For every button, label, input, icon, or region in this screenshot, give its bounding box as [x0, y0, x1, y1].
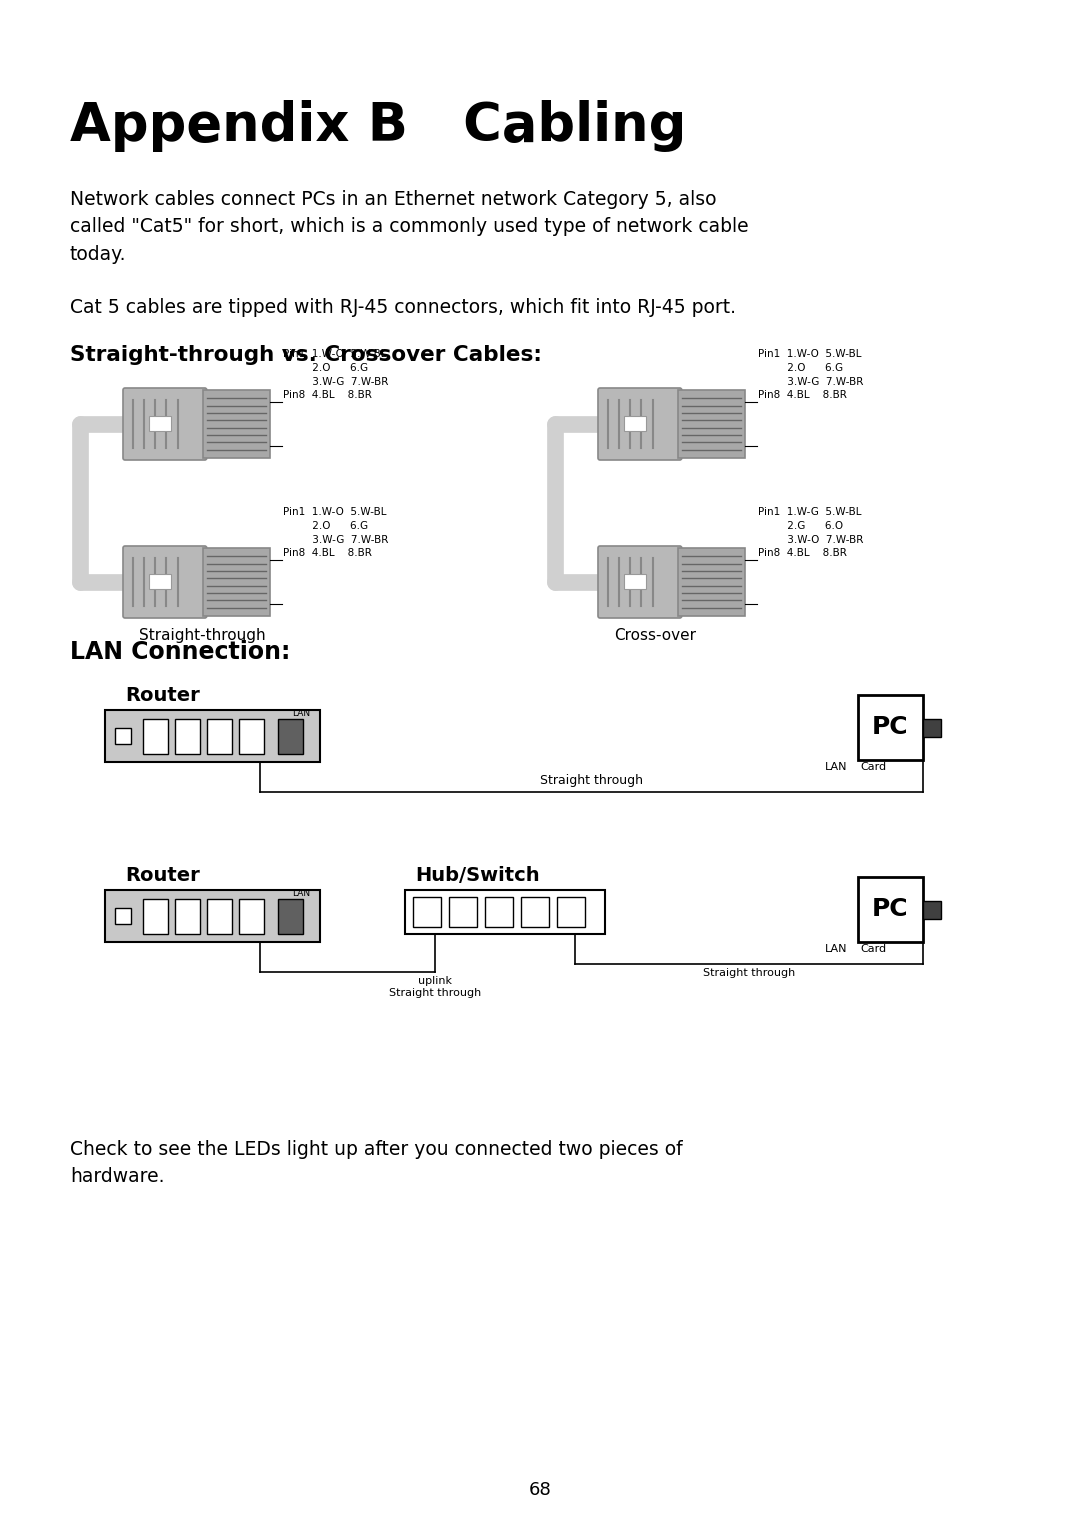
Text: Pin1  1.W-O  5.W-BL
         2.O      6.G
         3.W-G  7.W-BR
Pin8  4.BL    8: Pin1 1.W-O 5.W-BL 2.O 6.G 3.W-G 7.W-BR P…	[283, 508, 389, 558]
Text: Router: Router	[125, 865, 200, 885]
Text: Network cables connect PCs in an Ethernet network Category 5, also
called "Cat5": Network cables connect PCs in an Etherne…	[70, 190, 748, 263]
Bar	[678, 547, 745, 616]
Text: Straight through: Straight through	[540, 774, 643, 787]
Text: PC: PC	[873, 898, 908, 922]
Text: Straight through: Straight through	[703, 968, 795, 979]
Text: LAN: LAN	[292, 709, 310, 719]
Text: LAN: LAN	[825, 943, 848, 954]
Bar	[203, 390, 270, 459]
Bar	[207, 899, 232, 934]
Bar	[175, 719, 200, 754]
Text: uplink: uplink	[418, 976, 453, 986]
Text: Card: Card	[860, 943, 886, 954]
Text: Cross-over: Cross-over	[615, 628, 697, 644]
Bar	[105, 890, 320, 942]
Bar	[114, 728, 131, 745]
Bar	[203, 547, 270, 616]
Bar	[413, 898, 441, 927]
Text: Pin1  1.W-O  5.W-BL
         2.O      6.G
         3.W-G  7.W-BR
Pin8  4.BL    8: Pin1 1.W-O 5.W-BL 2.O 6.G 3.W-G 7.W-BR P…	[283, 350, 389, 401]
Bar	[143, 899, 168, 934]
Bar	[678, 390, 745, 459]
Text: Appendix B   Cabling: Appendix B Cabling	[70, 99, 687, 151]
Bar	[557, 898, 585, 927]
Bar	[175, 899, 200, 934]
Text: PC: PC	[873, 716, 908, 740]
Bar	[278, 899, 303, 934]
Bar	[521, 898, 549, 927]
FancyBboxPatch shape	[598, 546, 681, 618]
Text: Pin1  1.W-G  5.W-BL
         2.G      6.O
         3.W-O  7.W-BR
Pin8  4.BL    8: Pin1 1.W-G 5.W-BL 2.G 6.O 3.W-O 7.W-BR P…	[758, 508, 863, 558]
Text: Hub/Switch: Hub/Switch	[415, 865, 540, 885]
Bar	[207, 719, 232, 754]
Bar	[149, 573, 172, 589]
Bar	[858, 878, 923, 942]
Bar	[405, 890, 605, 934]
Bar	[923, 719, 941, 737]
Bar	[114, 908, 131, 924]
Bar	[923, 901, 941, 919]
Bar	[858, 696, 923, 760]
Text: Cat 5 cables are tipped with RJ-45 connectors, which fit into RJ-45 port.: Cat 5 cables are tipped with RJ-45 conne…	[70, 298, 735, 317]
Bar	[143, 719, 168, 754]
Bar	[624, 573, 646, 589]
FancyBboxPatch shape	[598, 388, 681, 460]
Text: Pin1  1.W-O  5.W-BL
         2.O      6.G
         3.W-G  7.W-BR
Pin8  4.BL    8: Pin1 1.W-O 5.W-BL 2.O 6.G 3.W-G 7.W-BR P…	[758, 350, 863, 401]
Bar	[239, 719, 264, 754]
Text: LAN Connection:: LAN Connection:	[70, 641, 291, 664]
Text: LAN: LAN	[292, 888, 310, 898]
Bar	[149, 416, 172, 431]
Text: Straight through: Straight through	[389, 988, 481, 998]
Text: Check to see the LEDs light up after you connected two pieces of
hardware.: Check to see the LEDs light up after you…	[70, 1141, 683, 1187]
Bar	[449, 898, 477, 927]
Text: Card: Card	[860, 761, 886, 772]
Text: LAN: LAN	[825, 761, 848, 772]
Bar	[105, 709, 320, 761]
Text: 68: 68	[528, 1482, 552, 1498]
Bar	[485, 898, 513, 927]
Text: Straight-through vs. Crossover Cables:: Straight-through vs. Crossover Cables:	[70, 346, 542, 365]
Text: Router: Router	[125, 687, 200, 705]
Bar	[624, 416, 646, 431]
FancyBboxPatch shape	[123, 388, 206, 460]
Bar	[278, 719, 303, 754]
Text: Straight-through: Straight-through	[139, 628, 266, 644]
Bar	[239, 899, 264, 934]
FancyBboxPatch shape	[123, 546, 206, 618]
